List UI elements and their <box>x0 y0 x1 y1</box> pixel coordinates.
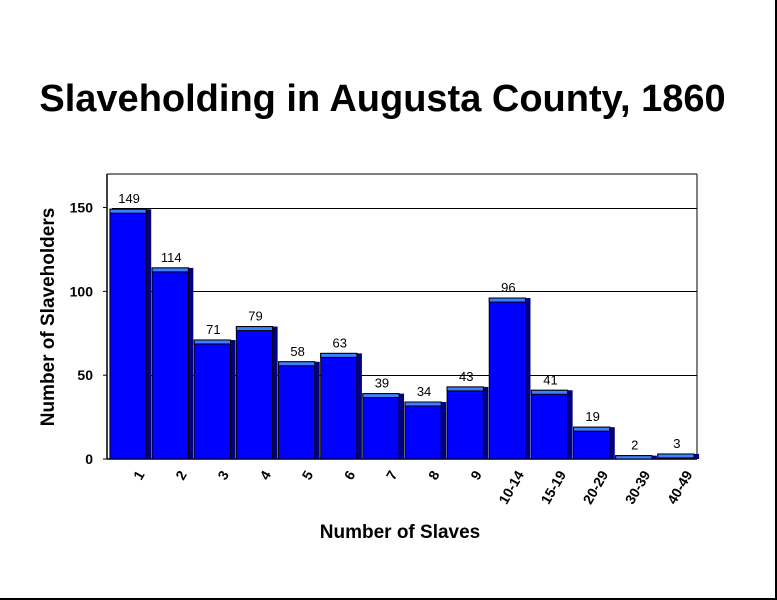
x-tick-label: 1 <box>130 468 148 483</box>
data-label: 3 <box>673 436 680 451</box>
y-axis-title: Number of Slaveholders <box>38 208 59 427</box>
y-tick-label: 0 <box>85 451 93 467</box>
y-tick-labels: 0 50 100 150 <box>70 200 94 467</box>
x-tick-label: 2 <box>172 468 190 483</box>
bar-top <box>151 267 189 273</box>
data-label: 96 <box>501 280 515 295</box>
data-label: 149 <box>118 191 140 206</box>
x-tick-label: 3 <box>214 468 232 483</box>
bar-top <box>573 426 611 432</box>
x-axis-title: Number of Slaves <box>320 522 481 543</box>
data-label: 63 <box>333 335 347 350</box>
bar <box>404 401 442 460</box>
bar-top <box>615 455 653 460</box>
x-tick-label: 9 <box>467 468 485 483</box>
bar-top <box>193 339 231 345</box>
x-tick-labels: 1 2 3 4 5 6 7 8 9 10-14 15-19 20-29 30-39 40-49 <box>130 468 696 507</box>
bar-top <box>109 208 147 214</box>
bar <box>530 389 569 460</box>
bar <box>278 361 316 460</box>
data-label: 41 <box>543 372 557 387</box>
bar-top <box>235 326 274 332</box>
x-tick-label: 10-14 <box>495 468 527 507</box>
x-tick-label: 6 <box>341 468 359 483</box>
bar <box>362 393 400 460</box>
bar-top <box>657 453 695 459</box>
data-label: 34 <box>417 384 431 399</box>
x-tick-label: 4 <box>256 468 274 483</box>
data-label: 71 <box>206 322 220 337</box>
bar-top <box>530 389 569 395</box>
bar-top <box>404 401 442 407</box>
x-tick-label: 5 <box>298 468 316 483</box>
data-label: 79 <box>248 309 262 324</box>
data-label: 2 <box>631 438 638 453</box>
data-label: 43 <box>459 369 473 384</box>
x-tick-label: 7 <box>383 468 401 483</box>
data-label: 19 <box>585 409 599 424</box>
data-label: 114 <box>161 250 182 265</box>
data-labels: 149 114 71 79 58 63 39 34 43 96 41 19 2 3 <box>118 191 680 452</box>
x-tick-label: 15-19 <box>537 468 569 507</box>
x-tick-label: 40-49 <box>664 468 696 507</box>
data-label: 39 <box>375 376 389 391</box>
bar-top <box>320 352 358 358</box>
bar <box>573 426 611 460</box>
bar-top <box>362 393 400 399</box>
y-tick-label: 50 <box>77 367 93 383</box>
bar-top <box>488 297 526 303</box>
bar <box>488 297 526 460</box>
y-tick-label: 150 <box>70 200 94 216</box>
bar <box>193 339 231 460</box>
x-tick-label: 20-29 <box>579 468 611 507</box>
y-tick-label: 100 <box>70 283 94 299</box>
bar-top <box>446 386 484 392</box>
bar <box>151 267 189 460</box>
bar-top <box>278 361 316 367</box>
bar <box>235 326 274 460</box>
bar <box>446 386 484 460</box>
x-tick-label: 8 <box>425 468 443 483</box>
bar <box>109 208 147 460</box>
data-label: 58 <box>290 344 304 359</box>
x-tick-label: 30-39 <box>622 468 654 507</box>
chart-title: Slaveholding in Augusta County, 1860 <box>39 78 726 120</box>
bar <box>320 352 358 460</box>
bars <box>109 208 700 460</box>
